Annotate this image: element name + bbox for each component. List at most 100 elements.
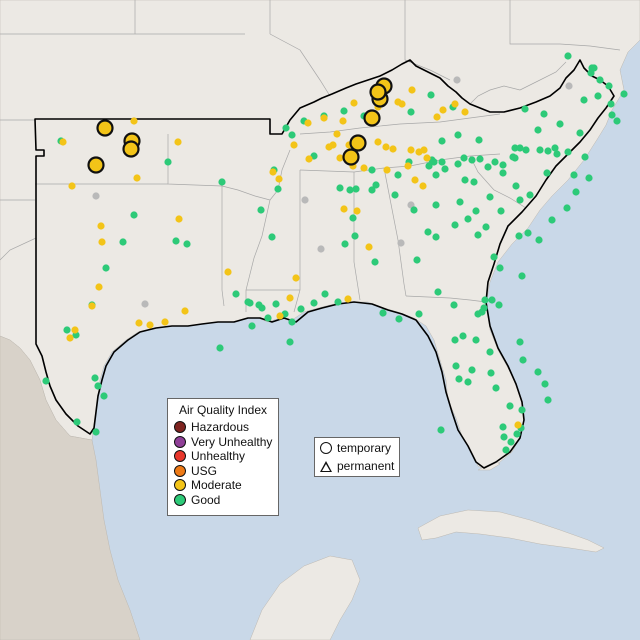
monitor-good[interactable] <box>540 110 548 118</box>
monitor-good[interactable] <box>518 272 526 280</box>
monitor-good[interactable] <box>534 368 542 376</box>
monitor-good[interactable] <box>450 301 458 309</box>
monitor-good[interactable] <box>587 69 595 77</box>
monitor-good[interactable] <box>461 176 469 184</box>
monitor-moderate[interactable] <box>389 145 397 153</box>
monitor-moderate[interactable] <box>269 168 277 176</box>
monitor-good[interactable] <box>459 332 467 340</box>
monitor-good[interactable] <box>594 92 602 100</box>
monitor-good[interactable] <box>511 144 519 152</box>
monitor-good[interactable] <box>487 369 495 377</box>
monitor-good[interactable] <box>102 264 110 272</box>
monitor-good[interactable] <box>564 52 572 60</box>
monitor-good[interactable] <box>515 232 523 240</box>
monitor-moderate[interactable] <box>433 113 441 121</box>
monitor-good[interactable] <box>497 207 505 215</box>
monitor-good[interactable] <box>372 181 380 189</box>
monitor-moderate[interactable] <box>97 222 105 230</box>
monitor-good[interactable] <box>608 111 616 119</box>
monitor-moderate[interactable] <box>174 138 182 146</box>
monitor-good[interactable] <box>244 298 252 306</box>
monitor-good[interactable] <box>272 300 280 308</box>
monitor-moderate[interactable] <box>383 166 391 174</box>
monitor-good[interactable] <box>455 375 463 383</box>
monitor-moderate[interactable] <box>130 117 138 125</box>
monitor-good[interactable] <box>130 211 138 219</box>
monitor-moderate[interactable] <box>461 108 469 116</box>
monitor-moderate[interactable] <box>407 146 415 154</box>
monitor-good[interactable] <box>468 156 476 164</box>
monitor-good[interactable] <box>507 438 515 446</box>
monitor-good[interactable] <box>607 100 615 108</box>
monitor-good[interactable] <box>248 322 256 330</box>
monitor-good[interactable] <box>438 158 446 166</box>
monitor-moderate[interactable] <box>423 154 431 162</box>
monitor-good[interactable] <box>425 162 433 170</box>
monitor-good[interactable] <box>310 299 318 307</box>
monitor-good[interactable] <box>371 258 379 266</box>
monitor-moderate-temporary[interactable] <box>369 83 387 101</box>
monitor-moderate[interactable] <box>161 318 169 326</box>
monitor-moderate[interactable] <box>133 174 141 182</box>
monitor-good[interactable] <box>481 296 489 304</box>
monitor-moderate[interactable] <box>439 106 447 114</box>
monitor-moderate[interactable] <box>411 176 419 184</box>
monitor-good[interactable] <box>543 169 551 177</box>
monitor-moderate[interactable] <box>419 182 427 190</box>
monitor-good[interactable] <box>454 160 462 168</box>
monitor-moderate[interactable] <box>365 243 373 251</box>
monitor-good[interactable] <box>564 148 572 156</box>
monitor-good[interactable] <box>456 198 464 206</box>
monitor-good[interactable] <box>464 215 472 223</box>
monitor-moderate-temporary[interactable] <box>96 119 114 137</box>
monitor-moderate[interactable] <box>290 141 298 149</box>
monitor-good[interactable] <box>544 396 552 404</box>
monitor-good[interactable] <box>368 186 376 194</box>
monitor-moderate[interactable] <box>275 175 283 183</box>
monitor-moderate[interactable] <box>66 334 74 342</box>
monitor-good[interactable] <box>432 201 440 209</box>
monitor-moderate[interactable] <box>135 319 143 327</box>
monitor-good[interactable] <box>352 185 360 193</box>
monitor-moderate[interactable] <box>333 130 341 138</box>
monitor-good[interactable] <box>63 326 71 334</box>
monitor-good[interactable] <box>268 233 276 241</box>
monitor-good[interactable] <box>42 377 50 385</box>
monitor-no-data[interactable] <box>141 300 149 308</box>
monitor-good[interactable] <box>340 107 348 115</box>
monitor-good[interactable] <box>341 240 349 248</box>
monitor-good[interactable] <box>499 169 507 177</box>
monitor-good[interactable] <box>570 171 578 179</box>
monitor-good[interactable] <box>91 374 99 382</box>
monitor-good[interactable] <box>218 178 226 186</box>
monitor-good[interactable] <box>526 191 534 199</box>
monitor-good[interactable] <box>73 418 81 426</box>
monitor-good[interactable] <box>349 214 357 222</box>
monitor-good[interactable] <box>605 82 613 90</box>
monitor-good[interactable] <box>556 120 564 128</box>
monitor-good[interactable] <box>216 344 224 352</box>
monitor-good[interactable] <box>415 310 423 318</box>
monitor-moderate[interactable] <box>304 119 312 127</box>
monitor-good[interactable] <box>476 155 484 163</box>
monitor-moderate[interactable] <box>320 114 328 122</box>
monitor-moderate[interactable] <box>415 148 423 156</box>
monitor-moderate[interactable] <box>404 162 412 170</box>
monitor-moderate[interactable] <box>344 295 352 303</box>
monitor-good[interactable] <box>495 301 503 309</box>
monitor-good[interactable] <box>490 253 498 261</box>
monitor-good[interactable] <box>452 362 460 370</box>
monitor-moderate[interactable] <box>305 155 313 163</box>
monitor-moderate[interactable] <box>175 215 183 223</box>
monitor-good[interactable] <box>516 196 524 204</box>
monitor-no-data[interactable] <box>317 245 325 253</box>
monitor-good[interactable] <box>391 191 399 199</box>
monitor-moderate[interactable] <box>340 205 348 213</box>
monitor-good[interactable] <box>534 126 542 134</box>
monitor-good[interactable] <box>509 153 517 161</box>
monitor-good[interactable] <box>427 91 435 99</box>
monitor-good[interactable] <box>492 384 500 392</box>
monitor-good[interactable] <box>502 446 510 454</box>
monitor-no-data[interactable] <box>565 82 573 90</box>
monitor-good[interactable] <box>460 154 468 162</box>
